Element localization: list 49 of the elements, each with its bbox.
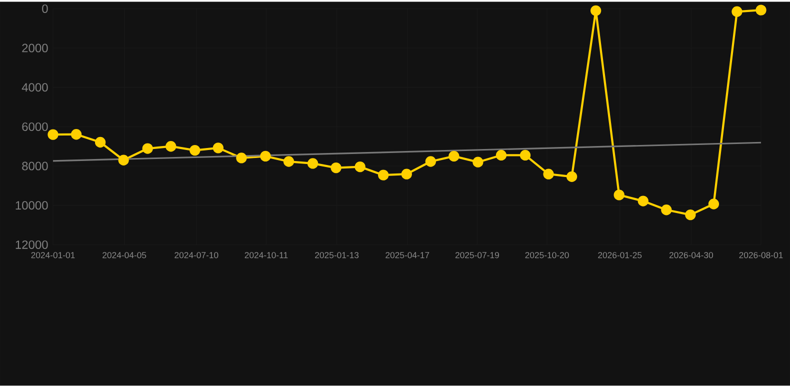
y-tick-label: 12000 bbox=[16, 240, 48, 250]
y-tick-label: 10000 bbox=[16, 201, 48, 210]
point bbox=[330, 162, 342, 174]
point bbox=[236, 152, 247, 164]
point bbox=[472, 156, 484, 168]
point bbox=[708, 198, 720, 210]
x-tick-label: 2025-10-20 bbox=[525, 252, 569, 258]
point bbox=[425, 156, 436, 167]
point bbox=[685, 210, 696, 220]
point bbox=[378, 170, 389, 181]
x-tick-label: 2026-08-01 bbox=[739, 252, 783, 258]
point bbox=[190, 145, 200, 156]
y-tick-label: 4000 bbox=[22, 83, 48, 92]
point bbox=[70, 129, 82, 140]
x-tick-label: 2025-04-17 bbox=[386, 252, 430, 258]
y-tick-label: 2000 bbox=[22, 44, 48, 52]
point bbox=[260, 151, 271, 162]
point bbox=[354, 162, 366, 172]
point bbox=[48, 129, 58, 140]
y-tick-label: 6000 bbox=[22, 122, 48, 132]
x-tick-label: 2025-07-19 bbox=[455, 252, 499, 258]
point bbox=[614, 190, 624, 200]
point bbox=[590, 5, 602, 16]
x-tick-label: 2024-04-05 bbox=[102, 252, 146, 258]
point bbox=[307, 158, 318, 169]
x-tick-label: 2025-01-13 bbox=[315, 252, 359, 258]
point bbox=[661, 204, 672, 216]
point bbox=[543, 168, 554, 180]
y-tick-label: 8000 bbox=[22, 162, 48, 170]
point bbox=[520, 150, 531, 161]
point bbox=[94, 137, 106, 148]
x-tick-label: 2024-01-01 bbox=[31, 252, 75, 258]
point bbox=[401, 168, 412, 180]
x-tick-label: 2024-10-11 bbox=[244, 252, 288, 258]
point bbox=[166, 141, 176, 152]
point bbox=[448, 151, 460, 162]
point bbox=[496, 150, 507, 161]
point bbox=[118, 154, 129, 166]
point bbox=[756, 4, 766, 16]
point bbox=[142, 143, 153, 154]
point bbox=[212, 142, 224, 154]
x-tick-label: 2024-07-10 bbox=[174, 252, 218, 258]
x-tick-label: 2026-01-25 bbox=[598, 252, 642, 258]
y-tick-label: 0 bbox=[42, 4, 48, 14]
point bbox=[638, 196, 648, 207]
point bbox=[732, 6, 742, 18]
x-tick-label: 2026-04-30 bbox=[669, 252, 713, 258]
point bbox=[566, 171, 578, 182]
point bbox=[283, 156, 294, 167]
